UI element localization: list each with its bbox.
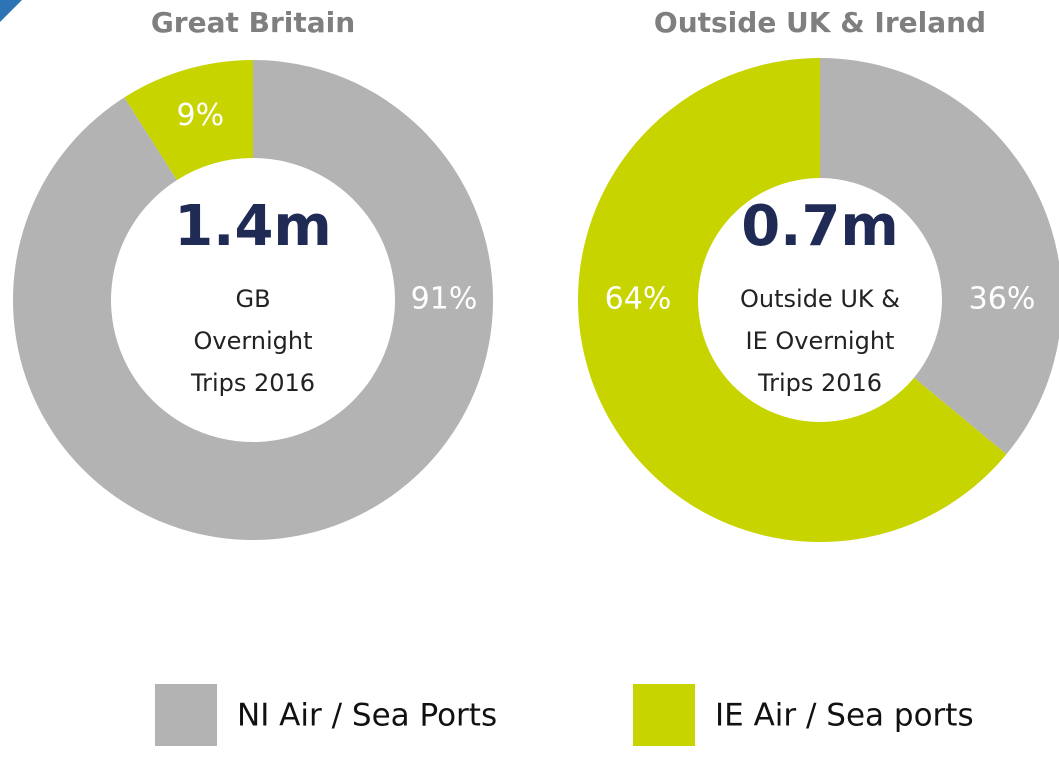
legend-swatch xyxy=(633,684,695,746)
center-text: Trips 2016 xyxy=(190,369,315,397)
center-value: 1.4m xyxy=(174,194,332,259)
chart-title: Outside UK & Ireland xyxy=(654,6,986,39)
center-text: Trips 2016 xyxy=(757,369,882,397)
chart-title: Great Britain xyxy=(151,6,355,39)
center-text: GB xyxy=(235,285,270,313)
data-label: 64% xyxy=(605,282,672,317)
center-text: Outside UK & xyxy=(740,285,900,313)
donut-slice xyxy=(12,60,493,540)
legend-label: IE Air / Sea ports xyxy=(715,698,974,734)
data-label: 91% xyxy=(411,282,478,317)
data-label: 9% xyxy=(177,98,225,133)
donut-slice xyxy=(820,58,1059,455)
data-label: 36% xyxy=(969,282,1036,317)
donut-slice xyxy=(124,60,253,181)
legend-swatch xyxy=(155,684,217,746)
donut-slice xyxy=(578,58,1007,542)
center-text: Overnight xyxy=(193,327,312,355)
center-value: 0.7m xyxy=(741,194,899,259)
corner-decoration xyxy=(0,0,22,22)
legend-label: NI Air / Sea Ports xyxy=(237,698,497,734)
center-text: IE Overnight xyxy=(746,327,895,355)
